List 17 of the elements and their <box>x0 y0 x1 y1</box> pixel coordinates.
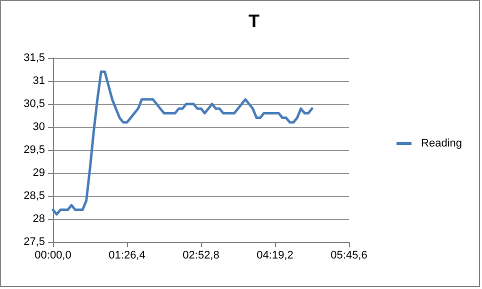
chart-title: T <box>248 11 260 31</box>
line-series <box>52 70 314 216</box>
y-tick-label: 30,5 <box>24 98 45 110</box>
x-tick-label: 01:26,4 <box>108 250 146 262</box>
y-tick-label: 28,5 <box>24 190 45 202</box>
y-tick-label: 31 <box>32 75 45 87</box>
legend-label: Reading <box>421 138 462 150</box>
x-tick-label: 04:19,2 <box>256 250 294 262</box>
y-tick-label: 29 <box>32 167 45 179</box>
y-tick-label: 29,5 <box>24 144 45 156</box>
y-tick-label: 27,5 <box>24 236 45 248</box>
x-tick-label: 05:45,6 <box>330 250 368 262</box>
y-tick-label: 30 <box>32 121 45 133</box>
y-tick-label: 31,5 <box>24 52 45 64</box>
y-tick-label: 28 <box>32 213 45 225</box>
x-tick-label: 00:00,0 <box>34 250 72 262</box>
x-tick-label: 02:52,8 <box>182 250 220 262</box>
